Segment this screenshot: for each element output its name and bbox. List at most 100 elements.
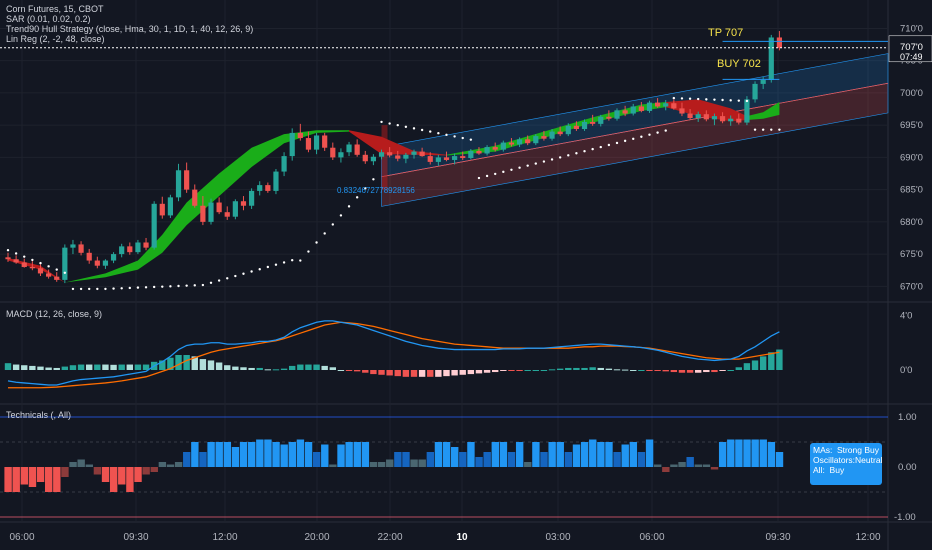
candle-body <box>646 102 653 111</box>
candle-body <box>598 116 604 124</box>
sar-dot <box>79 287 83 291</box>
macd-histogram-bar <box>638 370 645 371</box>
technicals-bar <box>61 467 69 477</box>
candle-body <box>102 260 109 266</box>
macd-histogram-bar <box>443 370 450 377</box>
candlesticks <box>0 31 888 284</box>
candle-body <box>590 121 596 124</box>
technicals-bar <box>548 442 556 467</box>
sar-dot <box>518 166 521 169</box>
technicals-bar <box>718 442 727 467</box>
technicals-bar <box>702 464 711 467</box>
technicals-bar <box>654 464 662 467</box>
macd-histogram-bar <box>492 370 499 373</box>
candle-body <box>484 147 490 154</box>
candle-body <box>151 203 157 248</box>
technicals-bar <box>69 462 77 467</box>
macd-histogram-bar <box>402 370 410 377</box>
macd-histogram-bar <box>500 370 507 371</box>
sar-dot <box>640 135 643 138</box>
time-tick-label: 09:30 <box>765 532 790 543</box>
sar-dot <box>680 97 684 100</box>
macd-histogram-bar <box>435 370 442 377</box>
candle-body <box>387 152 393 156</box>
macd-title: MACD (12, 26, close, 9) <box>6 309 103 319</box>
technicals-bar <box>621 444 629 467</box>
candle-body <box>492 147 498 150</box>
technicals-bar <box>304 442 313 467</box>
macd-histogram-bar <box>240 367 247 370</box>
technicals-bar <box>288 442 296 467</box>
technicals-bar <box>256 439 264 467</box>
hull-ribbon-up-3 <box>746 101 780 120</box>
sar-dot <box>388 122 391 125</box>
sar-dot <box>380 120 383 124</box>
macd-histogram-bar <box>459 370 466 375</box>
macd-histogram-bar <box>215 362 223 370</box>
candle-body <box>78 244 84 253</box>
sar-dot <box>420 128 424 132</box>
candle-body <box>581 121 588 130</box>
candle-body <box>224 212 230 217</box>
technicals-bar <box>215 442 223 467</box>
chart-legend: Corn Futures, 15, CBOT SAR (0.01, 0.02, … <box>6 4 253 44</box>
macd-histogram-bar <box>53 367 60 370</box>
technicals-bar <box>28 467 37 487</box>
macd-histogram-bar <box>264 369 272 371</box>
sar-dot <box>63 271 67 274</box>
technicals-bar <box>540 452 548 467</box>
candle-body <box>711 116 718 120</box>
sar-dot <box>721 98 724 102</box>
candle-body <box>330 147 336 158</box>
technicals-bar <box>775 452 784 467</box>
technicals-bar <box>694 464 702 467</box>
technicals-bar <box>183 452 191 467</box>
candle-body <box>62 247 68 280</box>
candle-body <box>119 246 125 255</box>
technicals-bar <box>36 467 45 482</box>
macd-pane <box>4 320 783 389</box>
technicals-bar <box>158 462 167 467</box>
technicals-summary: MAs: Strong Buy Oscillators: Neutral All: … <box>810 443 882 485</box>
sar-dot <box>770 128 773 131</box>
candle-body <box>184 170 190 190</box>
macd-histogram-bar <box>719 370 726 371</box>
sar-dot <box>404 125 408 128</box>
macd-histogram-bar <box>589 367 596 370</box>
sar-dot <box>120 287 123 290</box>
sar-dot <box>364 187 367 190</box>
technicals-bar <box>670 464 678 467</box>
technicals-bar <box>166 464 175 467</box>
technicals-bar <box>483 452 491 467</box>
macd-histogram-bar <box>272 369 280 371</box>
macd-line <box>7 320 780 386</box>
sar-dot <box>88 287 91 291</box>
candle-body <box>427 156 433 162</box>
technicals-bar <box>613 452 621 467</box>
candle-body <box>443 157 450 160</box>
technicals-bar <box>280 444 288 467</box>
macd-histogram-bar <box>297 364 304 370</box>
sar-dot <box>31 258 34 262</box>
candle-body <box>452 156 458 160</box>
candle-body <box>29 266 35 269</box>
macd-histogram-bar <box>69 365 77 370</box>
candle-body <box>273 171 279 191</box>
technicals-bar <box>491 442 499 467</box>
technicals-bar <box>248 442 256 467</box>
macd-tick-label: 0'0 <box>900 365 912 376</box>
sar-dot <box>453 135 456 138</box>
technicals-bar <box>199 452 207 467</box>
technicals-bar <box>296 439 305 467</box>
macd-histogram-bar <box>86 364 93 370</box>
technicals-bar <box>402 452 410 467</box>
price-tick-label: 685'0 <box>900 185 923 196</box>
technicals-bar <box>467 442 475 467</box>
technicals-bar <box>101 467 110 482</box>
technicals-bar <box>637 452 646 467</box>
candle-body <box>655 102 661 107</box>
technicals-bar <box>207 442 215 467</box>
technicals-bar <box>312 452 321 467</box>
candle-body <box>736 118 742 123</box>
